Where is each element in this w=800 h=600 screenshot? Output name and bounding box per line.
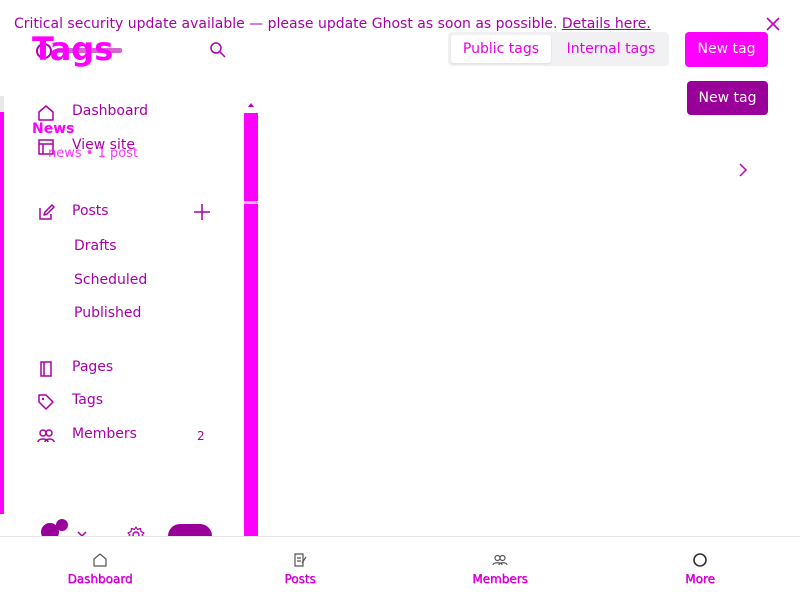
- sidebar-item-dashboard[interactable]: Dashboard: [36, 101, 186, 125]
- sidebar-item-posts[interactable]: Posts: [36, 201, 176, 225]
- close-icon[interactable]: [763, 14, 783, 34]
- new-tag-button-secondary[interactable]: New tag: [687, 81, 768, 115]
- members-icon: [36, 426, 56, 446]
- sidebar-item-members[interactable]: Members: [36, 424, 186, 448]
- scrollbar[interactable]: [244, 113, 258, 536]
- bottom-nav-label: Members: [472, 572, 528, 586]
- members-count-badge: 2: [197, 429, 205, 443]
- theme-toggle[interactable]: [168, 524, 212, 538]
- security-banner: Critical security update available — ple…: [0, 0, 800, 48]
- sidebar-subitem-drafts[interactable]: Drafts: [74, 238, 117, 254]
- chevron-right-icon[interactable]: [734, 160, 752, 180]
- sidebar-subitem-published[interactable]: Published: [74, 305, 142, 321]
- tab-internal-tags[interactable]: Internal tags: [566, 41, 656, 57]
- members-icon: [491, 551, 509, 569]
- tag-type-tabs: Public tags Internal tags: [448, 32, 669, 66]
- bottom-nav-label: Posts: [284, 572, 316, 586]
- sidebar-item-tags[interactable]: Tags: [36, 390, 186, 414]
- scrollbar-divider: [244, 201, 258, 204]
- sidebar-edge: [0, 112, 4, 514]
- site-logo[interactable]: [36, 42, 126, 60]
- toggle-track: [168, 524, 212, 538]
- edit-icon: [291, 551, 309, 569]
- sidebar-item-label: Members: [72, 426, 137, 442]
- tag-meta: news • 1 post: [48, 146, 139, 161]
- bottom-nav-label: More: [685, 572, 715, 586]
- bottom-nav: Dashboard Posts Members More: [0, 536, 800, 600]
- bottom-nav-dashboard[interactable]: Dashboard: [0, 537, 200, 600]
- new-tag-button[interactable]: New tag: [685, 32, 768, 67]
- bottom-nav-more[interactable]: More: [600, 537, 800, 600]
- tag-name[interactable]: News: [32, 121, 75, 137]
- sidebar-item-label: Tags: [72, 392, 103, 408]
- home-icon: [91, 551, 109, 569]
- home-icon: [36, 103, 56, 123]
- scroll-up-arrow[interactable]: [246, 101, 256, 109]
- sidebar-item-label: View site: [72, 137, 135, 153]
- sidebar-item-label: Dashboard: [72, 103, 148, 119]
- layout-icon: [36, 137, 56, 157]
- add-post-icon[interactable]: [192, 202, 212, 222]
- avatar[interactable]: [40, 518, 72, 540]
- sidebar-item-view-site[interactable]: View site: [36, 135, 186, 159]
- sidebar-item-label: Pages: [72, 359, 114, 375]
- bottom-nav-posts[interactable]: Posts: [200, 537, 400, 600]
- tab-public-tags[interactable]: Public tags: [451, 35, 551, 63]
- circle-icon: [691, 551, 709, 569]
- banner-details-link[interactable]: Details here.: [561, 16, 651, 32]
- page-icon: [36, 359, 56, 379]
- sidebar-item-label: Posts: [72, 203, 109, 219]
- sidebar-edge-top: [0, 96, 4, 112]
- edit-icon: [36, 203, 56, 223]
- bottom-nav-members[interactable]: Members: [400, 537, 600, 600]
- search-icon[interactable]: [209, 41, 227, 59]
- page-title: Tags: [32, 30, 114, 68]
- bottom-nav-label: Dashboard: [67, 572, 133, 586]
- sidebar-subitem-scheduled[interactable]: Scheduled: [74, 272, 148, 288]
- banner-text: Critical security update available — ple…: [14, 16, 651, 32]
- sidebar-item-pages[interactable]: Pages: [36, 357, 186, 381]
- banner-message: Critical security update available — ple…: [14, 16, 558, 32]
- tag-icon: [36, 392, 56, 412]
